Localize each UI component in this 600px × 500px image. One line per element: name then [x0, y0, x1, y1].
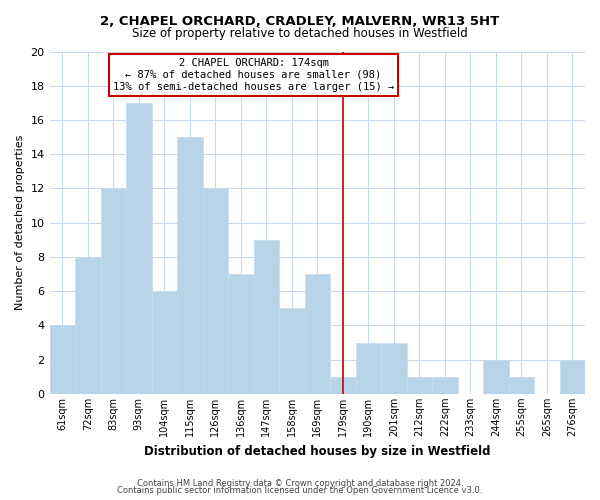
Bar: [203, 188, 228, 394]
Bar: [50, 326, 75, 394]
Bar: [356, 342, 381, 394]
Bar: [483, 360, 509, 394]
Bar: [126, 103, 152, 394]
Bar: [177, 137, 203, 394]
Bar: [509, 377, 534, 394]
Bar: [152, 291, 177, 394]
Text: Size of property relative to detached houses in Westfield: Size of property relative to detached ho…: [132, 28, 468, 40]
Y-axis label: Number of detached properties: Number of detached properties: [15, 135, 25, 310]
Bar: [432, 377, 458, 394]
Bar: [228, 274, 254, 394]
X-axis label: Distribution of detached houses by size in Westfield: Distribution of detached houses by size …: [144, 444, 491, 458]
Text: Contains HM Land Registry data © Crown copyright and database right 2024.: Contains HM Land Registry data © Crown c…: [137, 478, 463, 488]
Bar: [75, 257, 101, 394]
Bar: [101, 188, 126, 394]
Bar: [560, 360, 585, 394]
Text: 2 CHAPEL ORCHARD: 174sqm
← 87% of detached houses are smaller (98)
13% of semi-d: 2 CHAPEL ORCHARD: 174sqm ← 87% of detach…: [113, 58, 394, 92]
Bar: [407, 377, 432, 394]
Text: Contains public sector information licensed under the Open Government Licence v3: Contains public sector information licen…: [118, 486, 482, 495]
Bar: [305, 274, 330, 394]
Bar: [381, 342, 407, 394]
Bar: [330, 377, 356, 394]
Bar: [279, 308, 305, 394]
Bar: [254, 240, 279, 394]
Text: 2, CHAPEL ORCHARD, CRADLEY, MALVERN, WR13 5HT: 2, CHAPEL ORCHARD, CRADLEY, MALVERN, WR1…: [100, 15, 500, 28]
